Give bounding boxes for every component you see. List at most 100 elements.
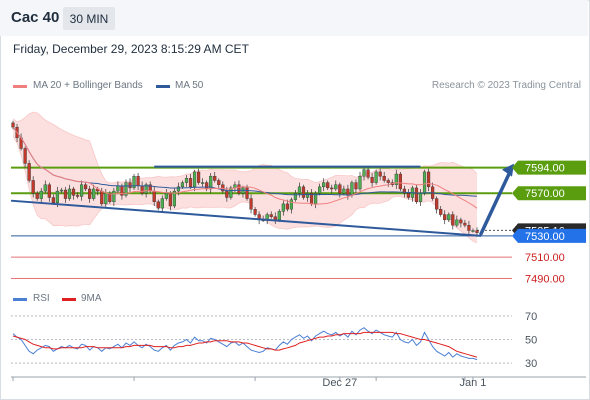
candle-body: [55, 190, 59, 204]
candle-body: [463, 222, 467, 226]
candle-body: [398, 173, 402, 190]
candle: [209, 172, 213, 194]
bollinger-upper: [12, 111, 478, 184]
candle: [289, 197, 293, 214]
candle-body: [443, 214, 447, 221]
candle: [358, 171, 362, 192]
candle-body: [63, 189, 68, 199]
candle-body: [196, 171, 201, 183]
candle-body: [281, 203, 285, 212]
rsi9ma-legend-label: 9MA: [81, 293, 102, 304]
candle-body: [338, 184, 342, 194]
candle-body: [326, 182, 330, 189]
candle-body: [402, 188, 406, 194]
candle: [334, 180, 338, 192]
candle: [463, 219, 467, 228]
rsi-legend-swatch: [13, 298, 27, 301]
candle: [75, 192, 80, 199]
candle: [439, 206, 443, 217]
candle: [447, 212, 451, 222]
candle: [467, 220, 471, 235]
candle-body: [418, 193, 423, 202]
candle-body: [100, 190, 104, 205]
candle-body: [79, 184, 84, 197]
candle: [47, 182, 51, 202]
level-label-text: 7530.00: [525, 231, 565, 243]
candle: [374, 169, 378, 185]
candle: [124, 179, 128, 198]
target-arrow-head: [502, 163, 514, 177]
candle: [398, 171, 402, 192]
candle-body: [330, 187, 334, 190]
candle-body: [237, 184, 241, 194]
candle-body: [124, 182, 128, 196]
candle-body: [301, 186, 306, 198]
level-label-bg: [512, 186, 586, 201]
chart-datetime: Friday, December 29, 2023 8:15:29 AM CET: [13, 42, 249, 56]
candle-body: [132, 175, 136, 189]
candle-body: [152, 190, 156, 202]
candle: [67, 184, 72, 201]
candle-body: [245, 187, 249, 199]
candle: [172, 187, 176, 209]
candle-body: [229, 187, 233, 198]
x-tick-label: Dec 27: [322, 377, 357, 389]
candle-body: [451, 214, 455, 226]
rsi-line: [12, 327, 478, 361]
bollinger-lower: [12, 135, 478, 244]
candle-body: [467, 224, 471, 231]
timeframe-label[interactable]: 30 MIN: [69, 12, 109, 26]
candle-body: [23, 148, 27, 164]
candle: [443, 210, 447, 225]
candle: [23, 146, 27, 168]
candle: [160, 195, 164, 213]
candle: [27, 160, 31, 183]
candle: [79, 180, 84, 201]
candle: [92, 184, 96, 201]
candle: [305, 190, 310, 202]
candle: [196, 168, 201, 185]
candle: [406, 188, 411, 200]
level-label-text: 7570.00: [525, 188, 565, 200]
candle: [342, 185, 346, 196]
candle: [59, 187, 64, 194]
candle-body: [31, 180, 35, 194]
candle: [128, 178, 132, 193]
candle: [269, 211, 273, 219]
rsi-tick-label: 50: [525, 335, 537, 347]
candle: [213, 171, 217, 183]
candle-body: [136, 175, 140, 186]
candle: [330, 184, 334, 194]
candle-body: [382, 175, 386, 181]
candle: [63, 186, 68, 203]
rsi-9ma-line: [12, 331, 478, 358]
ma20-legend-swatch: [13, 85, 27, 88]
level-label: 7570.00: [512, 186, 586, 201]
candle-body: [43, 184, 47, 192]
candle: [31, 176, 35, 198]
candle-body: [156, 201, 160, 209]
candle: [43, 180, 47, 194]
candle-body: [475, 230, 479, 233]
candle: [318, 183, 322, 196]
candle-body: [213, 175, 217, 181]
candle-body: [426, 171, 431, 188]
candle-body: [293, 193, 298, 200]
candle-body: [51, 197, 55, 204]
candle: [370, 172, 374, 187]
candle-body: [116, 185, 120, 192]
candle: [426, 168, 431, 192]
candle-body: [201, 182, 205, 184]
candle: [39, 187, 43, 203]
candle: [201, 178, 205, 187]
candle-body: [269, 214, 273, 217]
candle-body: [374, 171, 378, 183]
rsi-tick-label: 30: [525, 358, 537, 370]
candle: [229, 185, 233, 200]
candle: [253, 207, 257, 217]
candle-body: [164, 193, 168, 199]
timeframe-button[interactable]: [63, 7, 115, 30]
rsi-tick-label: 70: [525, 311, 537, 323]
candle-body: [47, 184, 51, 198]
